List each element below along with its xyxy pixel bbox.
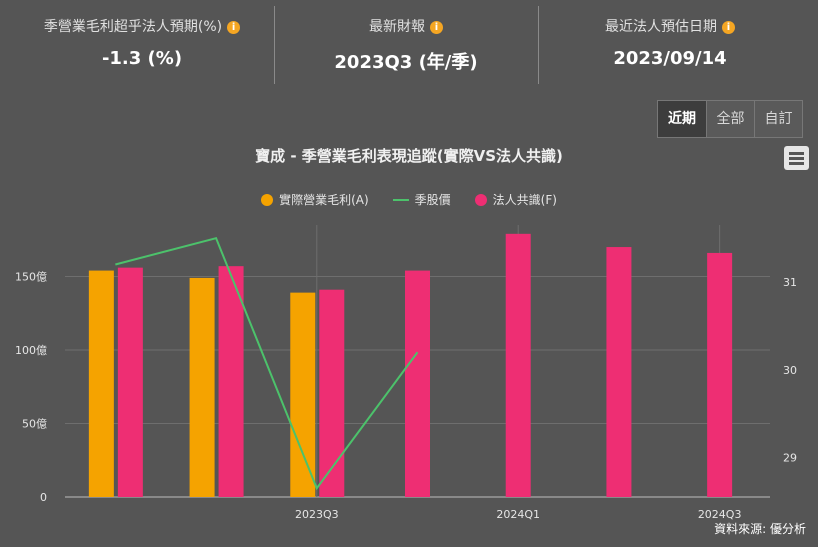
- legend-line-icon: [392, 198, 409, 201]
- series-line-price: [115, 236, 419, 491]
- bar-consensus: [707, 252, 733, 497]
- legend-dot-icon: [474, 193, 487, 206]
- legend-label: 法人共識(F): [492, 193, 557, 207]
- bar-consensus: [505, 233, 531, 497]
- stat-label: 最新財報 i: [271, 16, 541, 36]
- bar-consensus: [117, 267, 143, 497]
- chart-title: 寶成 - 季營業毛利表現追蹤(實際VS法人共識): [255, 147, 563, 165]
- stat-label: 季營業毛利超乎法人預期(%) i: [7, 16, 277, 36]
- bar-actual: [189, 277, 215, 497]
- range-recent-button[interactable]: 近期: [658, 101, 706, 137]
- y-right-tick-label: 29: [783, 452, 797, 465]
- stat-value: 2023/09/14: [613, 48, 727, 69]
- stat-estimate-date: 最近法人預估日期 i 2023/09/14: [535, 0, 805, 90]
- bar-consensus: [405, 270, 430, 497]
- y-right-tick-label: 31: [783, 276, 797, 289]
- y-left-tick-label: 0: [40, 491, 47, 504]
- divider: [274, 6, 275, 84]
- stat-label: 最近法人預估日期 i: [535, 16, 805, 36]
- y-left-tick-label: 50億: [22, 417, 47, 430]
- divider: [538, 6, 539, 84]
- range-selector: 近期 全部 自訂: [657, 100, 803, 138]
- info-icon[interactable]: i: [227, 21, 241, 34]
- stats-bar: 季營業毛利超乎法人預期(%) i -1.3 (%) 最新財報 i 2023Q3 (年…: [0, 0, 818, 90]
- legend-item-price[interactable]: 季股價: [392, 191, 451, 208]
- legend-dot-icon: [261, 193, 274, 206]
- bar-actual: [290, 292, 316, 497]
- legend-item-actual[interactable]: 實際營業毛利(A): [261, 191, 369, 208]
- info-icon[interactable]: i: [430, 21, 443, 34]
- info-icon[interactable]: i: [722, 21, 735, 34]
- range-all-button[interactable]: 全部: [706, 101, 754, 137]
- stat-value: 2023Q3 (年/季): [334, 52, 478, 73]
- x-tick-label: 2024Q3: [698, 508, 742, 521]
- stat-latest-report: 最新財報 i 2023Q3 (年/季): [271, 0, 541, 90]
- y-left-tick-label: 150億: [15, 270, 47, 283]
- range-custom-button[interactable]: 自訂: [754, 101, 802, 137]
- hamburger-menu-icon[interactable]: [784, 146, 809, 170]
- x-tick-label: 2024Q1: [496, 508, 540, 521]
- x-tick-label: 2023Q3: [295, 508, 339, 521]
- legend-label: 實際營業毛利(A): [279, 193, 369, 207]
- bar-consensus: [606, 247, 632, 497]
- bar-consensus: [319, 289, 345, 497]
- stat-gross-profit-surprise: 季營業毛利超乎法人預期(%) i -1.3 (%): [7, 0, 277, 90]
- y-left-tick-label: 100億: [15, 344, 47, 357]
- bar-consensus: [218, 266, 244, 497]
- bar-actual: [88, 270, 114, 497]
- legend-label: 季股價: [414, 193, 451, 207]
- chart-legend: 實際營業毛利(A) 季股價 法人共識(F): [0, 191, 818, 208]
- y-right-tick-label: 30: [783, 364, 797, 377]
- legend-item-consensus[interactable]: 法人共識(F): [474, 191, 557, 208]
- data-source-note: 資料來源: 優分析: [714, 522, 806, 536]
- stat-value: -1.3 (%): [101, 48, 183, 69]
